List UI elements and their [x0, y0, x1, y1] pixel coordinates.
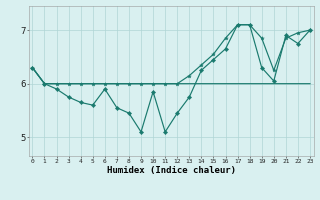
- X-axis label: Humidex (Indice chaleur): Humidex (Indice chaleur): [107, 166, 236, 175]
